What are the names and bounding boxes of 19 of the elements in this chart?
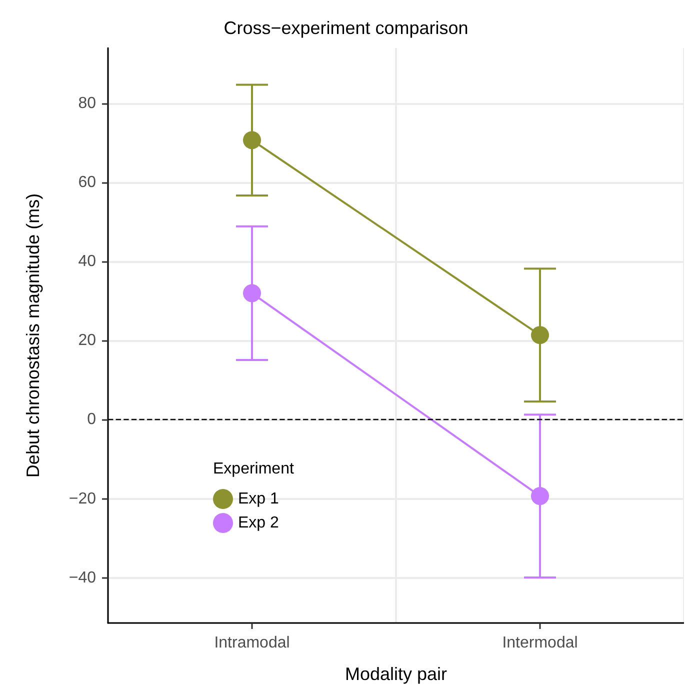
x-tick-label: Intramodal	[214, 634, 290, 652]
legend-label: Exp 1	[238, 490, 280, 508]
legend-title: Experiment	[213, 460, 294, 478]
y-tick-label: 60	[78, 174, 96, 191]
legend-label: Exp 2	[238, 514, 280, 532]
point	[531, 326, 549, 344]
x-tick-label: Intermodal	[502, 634, 578, 652]
chart-title: Cross−experiment comparison	[224, 18, 468, 38]
y-axis-title: Debut chronostasis magnitude (ms)	[23, 193, 43, 478]
point	[243, 131, 261, 150]
y-tick-label: −40	[68, 569, 96, 586]
point	[531, 487, 549, 506]
y-tick-label: 20	[78, 332, 96, 350]
x-axis-title: Modality pair	[344, 664, 448, 684]
y-tick-label: 40	[78, 253, 96, 270]
point	[243, 284, 261, 302]
y-tick-label: −20	[68, 490, 96, 508]
y-tick-label: 0	[87, 411, 96, 428]
y-tick-label: 80	[78, 94, 96, 112]
